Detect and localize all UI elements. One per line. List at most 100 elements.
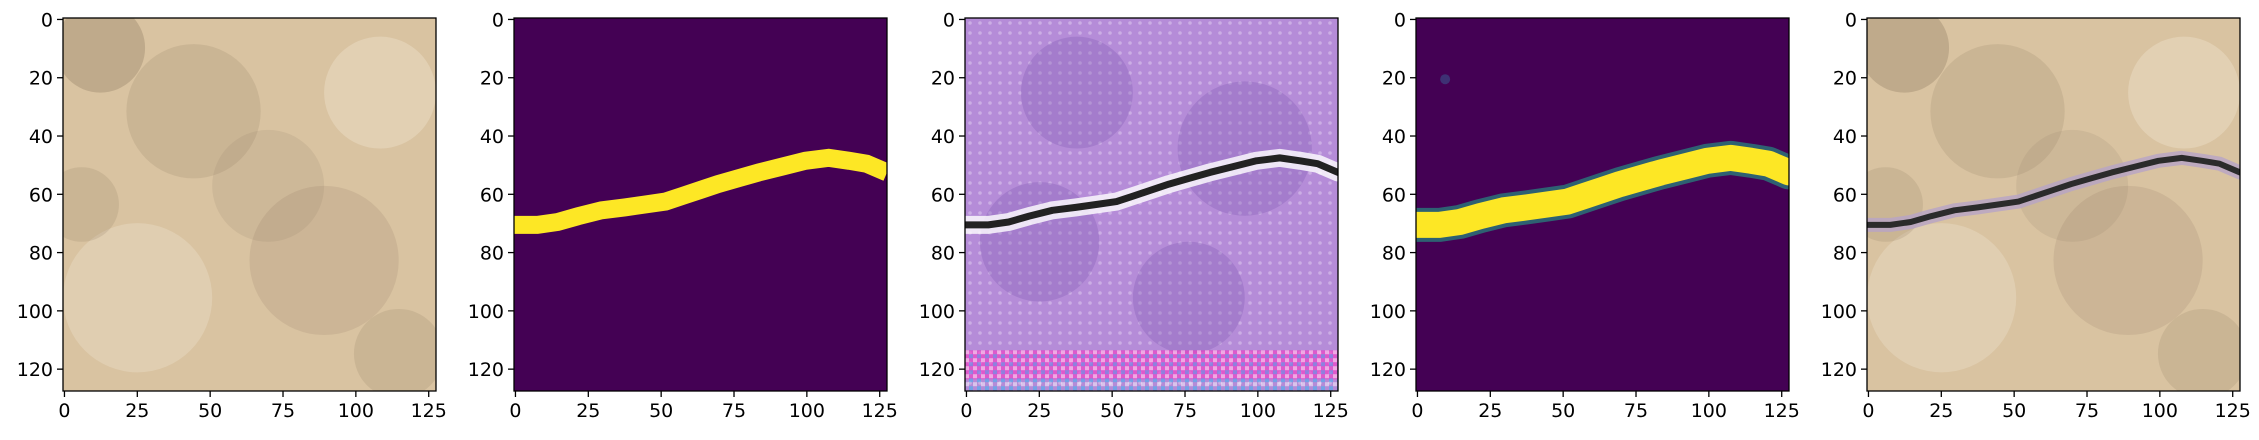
texture-spot	[2053, 185, 2203, 336]
texture-spot	[1020, 36, 1133, 149]
y-tick-label: 100	[17, 301, 53, 323]
x-tick-label: 50	[1100, 400, 1124, 422]
x-tick-label: 75	[271, 400, 295, 422]
y-tick-label: 0	[1394, 9, 1406, 31]
x-tick-label: 75	[1624, 400, 1648, 422]
ground-truth-mask-image	[514, 18, 887, 391]
texture-spot	[1177, 81, 1312, 216]
predicted-mask-image	[1416, 18, 1789, 391]
generated-texture-image	[965, 18, 1338, 391]
y-tick-label: 40	[480, 126, 504, 148]
texture-dots	[965, 18, 1338, 391]
texture-spot	[126, 44, 261, 179]
x-tick-label: 100	[1691, 400, 1727, 422]
y-tick-label: 120	[17, 359, 53, 381]
y-tick-label: 20	[1382, 68, 1406, 90]
x-tick-label: 100	[338, 400, 374, 422]
texture-spot	[63, 18, 146, 93]
texture-spot	[1867, 223, 2017, 373]
x-tick-label: 50	[649, 400, 673, 422]
x-tick-label: 75	[2075, 400, 2099, 422]
x-tick-label: 25	[1478, 400, 1502, 422]
x-tick-label: 50	[198, 400, 222, 422]
y-tick-label: 0	[41, 9, 53, 31]
y-tick-label: 100	[919, 301, 955, 323]
y-tick-label: 120	[919, 359, 955, 381]
y-tick-label: 60	[931, 184, 955, 206]
overlay-photo-panel: 0 25 50 75 100 125 0 20 40 60 80 100 120	[1821, 9, 2251, 422]
x-tick-label: 125	[1313, 400, 1349, 422]
x-tick-label: 50	[1551, 400, 1575, 422]
texture-spot	[1132, 241, 1245, 354]
texture-spot	[249, 185, 399, 336]
y-tick-label: 120	[468, 359, 504, 381]
y-tick-label: 100	[468, 301, 504, 323]
noise-spot	[1440, 74, 1451, 85]
crack-mask	[1416, 144, 1789, 238]
crack-line	[965, 154, 1338, 229]
y-tick-label: 40	[931, 126, 955, 148]
y-tick-label: 20	[931, 68, 955, 90]
y-tick-label: 80	[1382, 243, 1406, 265]
y-tick-label: 80	[1833, 243, 1857, 265]
y-tick-label: 20	[1833, 68, 1857, 90]
y-tick-label: 40	[29, 126, 53, 148]
x-tick-label: 75	[1173, 400, 1197, 422]
y-tick-label: 80	[29, 243, 53, 265]
y-tick-label: 20	[29, 68, 53, 90]
generated-texture-panel: 0 25 50 75 100 125 0 20 40 60 80 100 120	[919, 9, 1349, 422]
axes-frame	[964, 17, 1339, 392]
y-tick-label: 100	[1370, 301, 1406, 323]
texture-spot	[1930, 44, 2065, 179]
y-tick-label: 0	[1845, 9, 1857, 31]
y-tick-label: 120	[1370, 359, 1406, 381]
x-tick-label: 25	[1027, 400, 1051, 422]
y-tick-label: 120	[1821, 359, 1857, 381]
x-tick-label: 125	[2215, 400, 2251, 422]
artifact-band-pattern	[965, 350, 1338, 391]
y-tick-label: 60	[1382, 184, 1406, 206]
y-tick-label: 60	[1833, 184, 1857, 206]
x-tick-label: 125	[411, 400, 447, 422]
crack-line	[1867, 154, 2240, 228]
texture-spot	[324, 36, 436, 149]
axes-frame	[513, 17, 888, 392]
crack-mask	[514, 148, 887, 234]
x-tick-label: 100	[2142, 400, 2178, 422]
texture-spot	[63, 167, 119, 242]
x-tick-label: 25	[576, 400, 600, 422]
y-tick-label: 40	[1833, 126, 1857, 148]
x-tick-label: 75	[722, 400, 746, 422]
texture-spot	[2128, 36, 2240, 149]
y-tick-label: 40	[1382, 126, 1406, 148]
x-tick-label: 50	[2002, 400, 2026, 422]
input-photo-image	[63, 18, 436, 391]
x-tick-label: 125	[1764, 400, 1800, 422]
y-tick-label: 0	[943, 9, 955, 31]
predicted-mask-panel: 0 25 50 75 100 125 0 20 40 60 80 100 120	[1370, 9, 1800, 422]
overlay-photo-image	[1867, 18, 2240, 391]
x-tick-label: 0	[1411, 400, 1423, 422]
input-photo-panel: 0 25 50 75 100 125 0 20 40 60 80 100 120	[17, 9, 447, 422]
texture-spot	[1867, 18, 1950, 93]
texture-spot	[63, 223, 213, 373]
y-tick-label: 60	[29, 184, 53, 206]
x-tick-label: 25	[1929, 400, 1953, 422]
y-tick-label: 0	[492, 9, 504, 31]
texture-spot	[353, 308, 436, 391]
x-tick-label: 0	[509, 400, 521, 422]
y-tick-label: 60	[480, 184, 504, 206]
x-tick-label: 0	[1862, 400, 1874, 422]
y-tick-label: 80	[931, 243, 955, 265]
axes-frame	[1866, 17, 2241, 392]
x-tick-label: 25	[125, 400, 149, 422]
texture-spot	[2157, 308, 2240, 391]
axes-frame	[1415, 17, 1790, 392]
x-tick-label: 0	[960, 400, 972, 422]
texture-spot	[212, 129, 325, 242]
x-tick-label: 0	[58, 400, 70, 422]
axes-frame	[62, 17, 437, 392]
y-tick-label: 20	[480, 68, 504, 90]
ground-truth-mask-panel: 0 25 50 75 100 125 0 20 40 60 80 100 120	[468, 9, 898, 422]
